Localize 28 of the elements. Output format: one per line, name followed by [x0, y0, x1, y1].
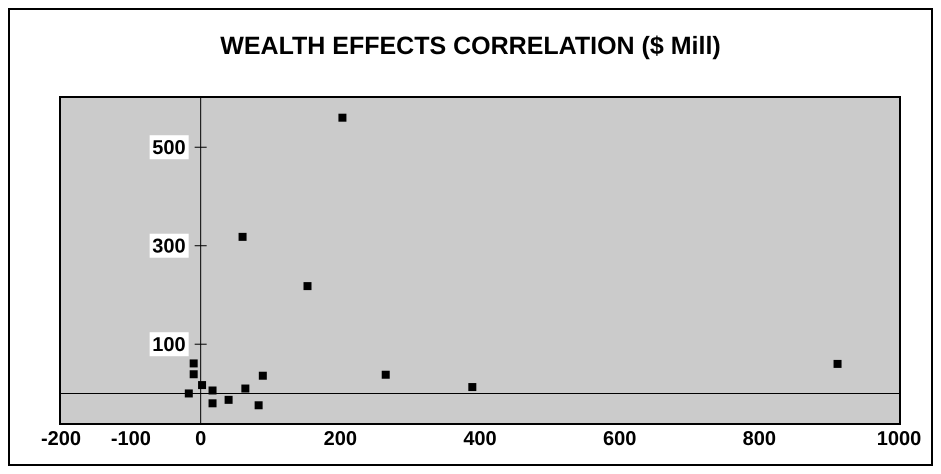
x-tick-label: 400	[463, 428, 497, 450]
y-tick-label: 300	[152, 236, 186, 258]
point	[468, 383, 476, 392]
point	[258, 372, 267, 380]
x-tick-label: 200	[324, 428, 358, 450]
point	[198, 381, 206, 390]
point	[190, 359, 198, 368]
y-tick-label: 500	[152, 137, 186, 160]
x-tick-label: 800	[742, 428, 776, 450]
chart-title: WEALTH EFFECTS CORRELATION ($ Mill)	[219, 31, 722, 62]
point	[238, 232, 247, 241]
point	[208, 386, 217, 394]
point	[834, 360, 842, 368]
x-tick-label: 1000	[876, 428, 922, 450]
y-tick-label: 100	[152, 334, 186, 356]
x-tick-label: -100	[110, 428, 151, 450]
point	[190, 370, 198, 378]
point	[241, 384, 250, 393]
point	[224, 396, 233, 404]
x-tick-label: 600	[602, 428, 636, 450]
point	[208, 399, 217, 408]
x-tick-label: 0	[195, 428, 206, 450]
point	[338, 114, 346, 122]
x-tick-label: -200	[40, 428, 82, 450]
point	[254, 401, 263, 410]
point	[382, 370, 390, 379]
point	[304, 282, 312, 290]
point	[184, 389, 193, 398]
